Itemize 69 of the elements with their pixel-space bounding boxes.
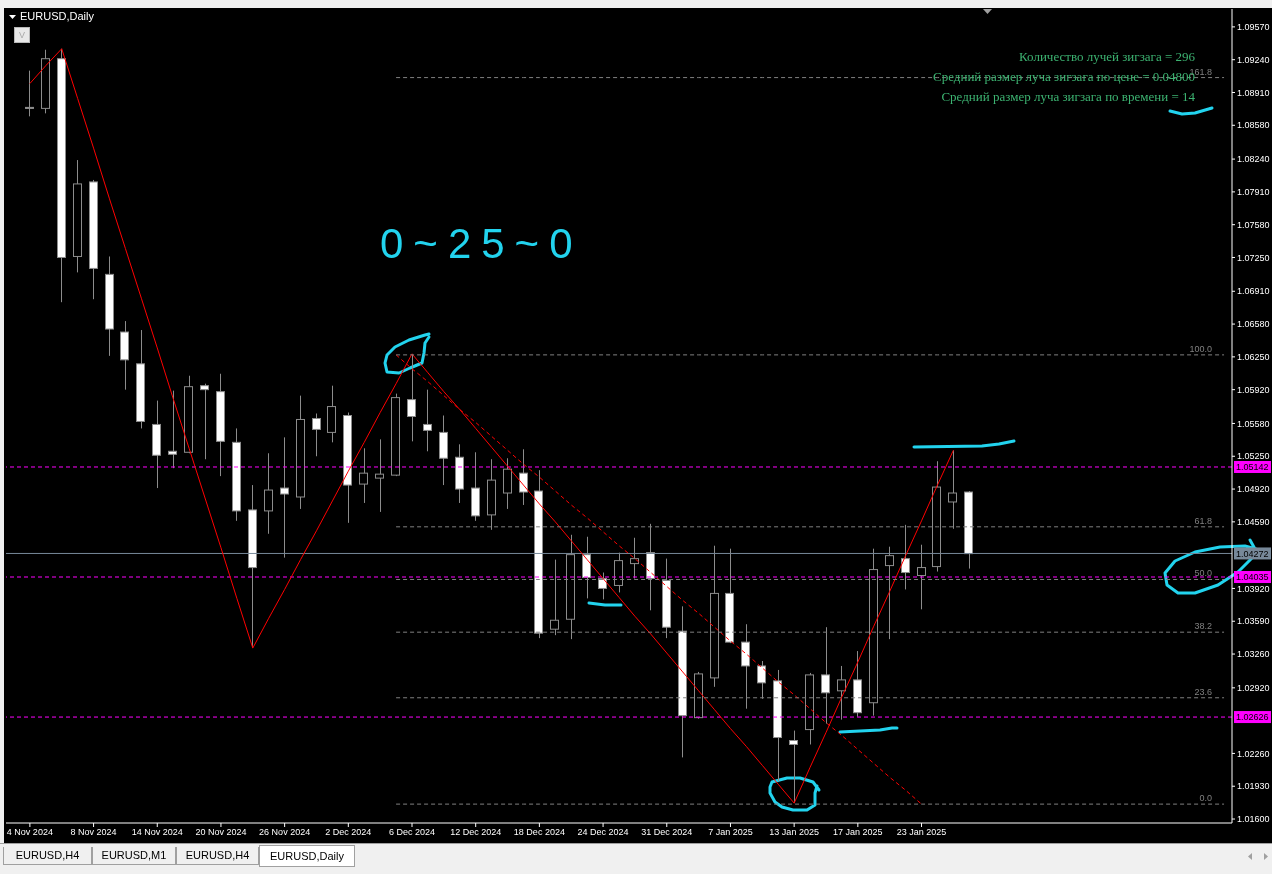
series-label: 38.2: [1194, 621, 1213, 632]
y-tick-label: 1.04590: [1237, 517, 1270, 528]
candlestick: [789, 730, 798, 804]
annotation: 0~25~0: [380, 220, 583, 267]
y-tick-label: 1.02260: [1237, 748, 1270, 759]
y-tick-label: 1.08240: [1237, 154, 1270, 165]
y-tick-label: 1.01930: [1237, 781, 1270, 792]
candlestick: [837, 665, 846, 721]
y-tick-label: 1.08580: [1237, 120, 1270, 131]
x-tick-label: 18 Dec 2024: [513, 827, 565, 838]
x-tick-label: 13 Jan 2025: [769, 827, 819, 838]
y-tick-label: 1.03260: [1237, 649, 1270, 660]
y-tick-label: 1.04920: [1237, 484, 1270, 495]
ref-line-label: 1.02626: [1236, 712, 1269, 723]
candlestick: [503, 457, 512, 510]
y-tick-label: 1.08910: [1237, 87, 1270, 98]
y-tick-label: 1.02920: [1237, 683, 1270, 694]
x-tick-label: 17 Jan 2025: [833, 827, 883, 838]
x-tick-label: 7 Jan 2025: [708, 827, 753, 838]
tab: EURUSD,H4: [176, 847, 259, 865]
ref-line-label: 1.04272: [1236, 548, 1269, 559]
candlestick: [423, 389, 432, 452]
series-label: 0.0: [1199, 793, 1213, 804]
ref-line-label: 1.04035: [1236, 572, 1269, 583]
x-tick-label: 26 Nov 2024: [259, 827, 311, 838]
y-tick-label: 1.06580: [1237, 319, 1270, 330]
candlestick: [200, 383, 209, 460]
tab: EURUSD,Daily: [259, 845, 355, 867]
x-tick-label: 8 Nov 2024: [70, 827, 117, 838]
candlestick: [375, 438, 384, 513]
y-tick-label: 1.07910: [1237, 187, 1270, 198]
x-tick-label: 31 Dec 2024: [641, 827, 693, 838]
annotation: Количество лучей зигзага = 296: [1019, 49, 1195, 65]
series-label: 50.0: [1194, 568, 1213, 579]
y-tick-label: 1.03590: [1237, 616, 1270, 627]
x-tick-label: 12 Dec 2024: [450, 827, 502, 838]
annotation: Средний размер луча зигзага по времени = 14: [941, 89, 1195, 105]
y-tick-label: 1.03920: [1237, 583, 1270, 594]
candlestick: [519, 448, 528, 506]
y-tick-label: 1.09240: [1237, 54, 1270, 65]
y-tick-label: 1.06910: [1237, 286, 1270, 297]
candlestick: [280, 436, 289, 559]
x-tick-label: 2 Dec 2024: [325, 827, 372, 838]
y-tick-label: 1.07580: [1237, 219, 1270, 230]
x-tick-label: 14 Nov 2024: [131, 827, 183, 838]
y-tick-label: 1.09570: [1237, 22, 1270, 33]
x-tick-label: 4 Nov 2024: [6, 827, 53, 838]
x-tick-label: 24 Dec 2024: [577, 827, 629, 838]
y-tick-label: 1.05920: [1237, 384, 1270, 395]
candlestick: [25, 70, 34, 117]
series-label: 100.0: [1189, 343, 1213, 354]
candlestick: [168, 390, 177, 469]
x-tick-label: 20 Nov 2024: [195, 827, 247, 838]
series-label: 23.6: [1194, 686, 1213, 697]
candlestick: [264, 452, 273, 535]
tab: EURUSD,H4: [3, 847, 92, 865]
y-tick-label: 1.05580: [1237, 418, 1270, 429]
candlestick: [312, 413, 321, 457]
x-tick-label: 6 Dec 2024: [388, 827, 436, 838]
candlestick: [359, 447, 368, 504]
chart-title: EURUSD,Daily: [20, 10, 94, 23]
ref-line-label: 1.05142: [1236, 462, 1269, 473]
x-tick-label: 23 Jan 2025: [896, 827, 947, 838]
y-tick-label: 1.01600: [1237, 814, 1270, 825]
y-tick-label: 1.06250: [1237, 352, 1270, 363]
series-label: 61.8: [1194, 515, 1213, 526]
tab: EURUSD,M1: [92, 847, 176, 865]
y-tick-label: 1.05250: [1237, 451, 1270, 462]
y-tick-label: 1.07250: [1237, 252, 1270, 263]
